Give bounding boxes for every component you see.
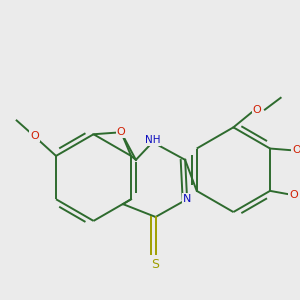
Text: O: O <box>292 146 300 155</box>
Text: N: N <box>183 194 191 204</box>
Text: S: S <box>152 258 160 271</box>
Text: O: O <box>253 105 261 115</box>
Text: NH: NH <box>145 135 161 145</box>
Text: O: O <box>289 190 298 200</box>
Text: O: O <box>117 127 125 137</box>
Text: O: O <box>30 131 39 141</box>
